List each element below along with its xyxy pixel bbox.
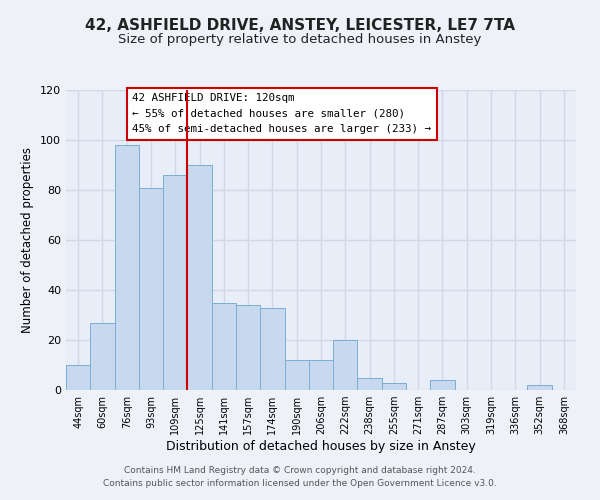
Bar: [430, 380, 455, 390]
Bar: [66, 365, 90, 390]
Bar: [212, 302, 236, 390]
Bar: [382, 382, 406, 390]
Bar: [90, 322, 115, 390]
Text: Contains HM Land Registry data © Crown copyright and database right 2024.
Contai: Contains HM Land Registry data © Crown c…: [103, 466, 497, 487]
Bar: [527, 385, 552, 390]
Bar: [236, 305, 260, 390]
Bar: [309, 360, 333, 390]
Bar: [139, 188, 163, 390]
Bar: [187, 165, 212, 390]
Text: Size of property relative to detached houses in Anstey: Size of property relative to detached ho…: [118, 32, 482, 46]
Bar: [333, 340, 358, 390]
Text: 42 ASHFIELD DRIVE: 120sqm
← 55% of detached houses are smaller (280)
45% of semi: 42 ASHFIELD DRIVE: 120sqm ← 55% of detac…: [133, 93, 431, 134]
Bar: [358, 378, 382, 390]
Bar: [260, 308, 284, 390]
Text: 42, ASHFIELD DRIVE, ANSTEY, LEICESTER, LE7 7TA: 42, ASHFIELD DRIVE, ANSTEY, LEICESTER, L…: [85, 18, 515, 32]
X-axis label: Distribution of detached houses by size in Anstey: Distribution of detached houses by size …: [166, 440, 476, 453]
Bar: [115, 145, 139, 390]
Y-axis label: Number of detached properties: Number of detached properties: [22, 147, 34, 333]
Bar: [284, 360, 309, 390]
Bar: [163, 175, 187, 390]
